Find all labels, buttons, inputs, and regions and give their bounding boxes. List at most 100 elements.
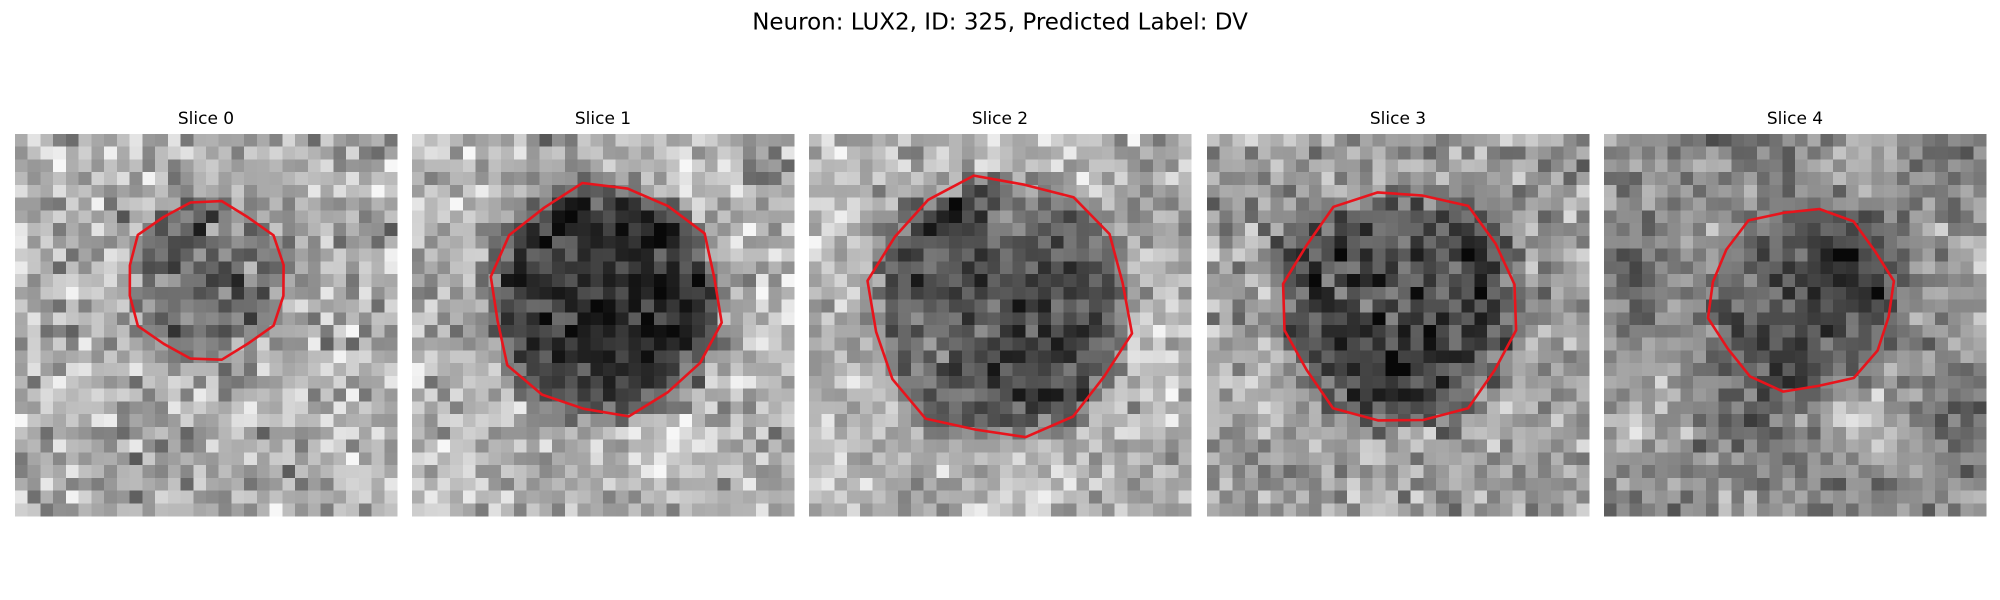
pixel [564, 452, 579, 466]
pixel [987, 337, 1001, 352]
pixel [1089, 439, 1103, 453]
pixel [809, 172, 823, 186]
pixel [282, 375, 296, 390]
pixel [180, 172, 194, 186]
pixel [1795, 184, 1809, 199]
pixel [1012, 325, 1027, 339]
pixel [346, 312, 360, 326]
pixel [1461, 452, 1475, 466]
pixel [1089, 401, 1103, 415]
pixel [641, 134, 655, 148]
pixel [206, 388, 220, 402]
pixel [1871, 261, 1885, 275]
pixel [1245, 184, 1259, 199]
pixel [475, 337, 489, 352]
pixel [1731, 452, 1745, 466]
pixel [1693, 299, 1707, 313]
pixel [961, 134, 976, 148]
pixel [27, 439, 42, 453]
pixel [193, 465, 207, 479]
pixel [104, 363, 118, 377]
pixel [501, 363, 515, 377]
pixel [1896, 439, 1911, 453]
pixel [1693, 159, 1707, 173]
pixel [1756, 490, 1771, 504]
pixel [167, 134, 182, 148]
pixel [412, 337, 426, 352]
pixel [1884, 401, 1898, 415]
pixel [1935, 401, 1949, 415]
pixel [501, 274, 515, 288]
pixel [1270, 414, 1284, 428]
pixel [768, 465, 782, 479]
pixel [1000, 210, 1014, 224]
pixel [1499, 197, 1514, 211]
pixel [129, 363, 143, 377]
pixel [488, 503, 502, 517]
pixel [1884, 134, 1898, 148]
pixel [1550, 146, 1565, 161]
pixel [577, 350, 591, 364]
pixel [1604, 223, 1618, 237]
pixel [40, 223, 54, 237]
pixel [974, 197, 988, 211]
pixel [488, 235, 502, 250]
pixel [1973, 503, 1987, 517]
pixel [577, 159, 591, 173]
pixel [218, 286, 233, 301]
pixel [167, 197, 182, 211]
pixel [358, 503, 373, 517]
pixel [193, 312, 207, 326]
pixel [577, 375, 591, 390]
pixel [910, 235, 925, 250]
pixel [1152, 210, 1167, 224]
pixel [1769, 350, 1783, 364]
pixel [730, 134, 744, 148]
pixel [923, 439, 937, 453]
pixel [1693, 197, 1707, 211]
pixel [564, 414, 579, 428]
pixel [142, 426, 156, 441]
pixel [628, 477, 642, 492]
pixel [679, 299, 693, 313]
pixel [717, 503, 731, 517]
pixel [1499, 325, 1514, 339]
pixel [1629, 452, 1643, 466]
pixel [501, 401, 515, 415]
pixel [1385, 172, 1399, 186]
pixel [1152, 299, 1167, 313]
pixel [666, 248, 680, 262]
pixel [1871, 159, 1885, 173]
pixel [1012, 274, 1027, 288]
pixel [1000, 439, 1014, 453]
pixel [1845, 274, 1860, 288]
pixel [1858, 439, 1872, 453]
pixel [1654, 312, 1669, 326]
pixel [987, 261, 1001, 275]
pixel [333, 274, 347, 288]
pixel [539, 375, 553, 390]
pixel [412, 350, 426, 364]
pixel [1436, 261, 1450, 275]
pixel [615, 159, 630, 173]
pixel [1499, 286, 1514, 301]
pixel [40, 477, 54, 492]
pixel [1347, 337, 1361, 352]
pixel [155, 299, 169, 313]
pixel [552, 134, 566, 148]
pixel [1448, 274, 1463, 288]
pixel [475, 159, 489, 173]
pixel [501, 172, 515, 186]
pixel [78, 274, 92, 288]
pixel [1922, 401, 1936, 415]
pixel [244, 159, 258, 173]
pixel [65, 197, 80, 211]
pixel [872, 439, 886, 453]
pixel [1063, 375, 1077, 390]
pixel [1845, 197, 1860, 211]
pixel [834, 210, 848, 224]
pixel [872, 134, 886, 148]
pixel [1296, 452, 1310, 466]
pixel [1604, 490, 1618, 504]
pixel [1756, 401, 1771, 415]
